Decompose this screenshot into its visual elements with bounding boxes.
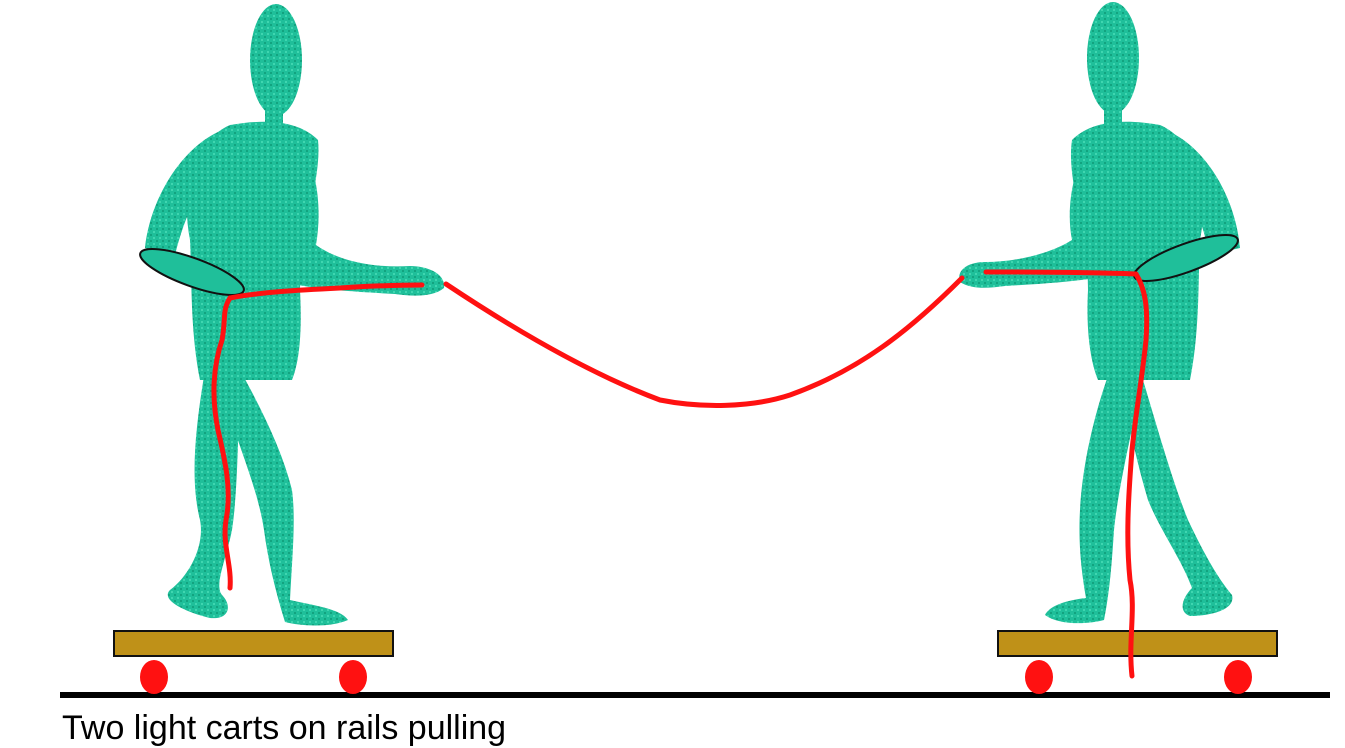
left-person-hand-loop <box>139 248 245 296</box>
diagram-caption: Two light carts on rails pulling <box>62 709 507 747</box>
right-person <box>959 2 1240 624</box>
ground-rail <box>60 692 1330 698</box>
left-person-front-arm <box>279 140 445 296</box>
right-cart <box>997 630 1278 694</box>
left-cart-wheel-front <box>140 660 168 694</box>
right-person-head <box>1087 2 1139 114</box>
left-person-front-leg <box>228 370 348 626</box>
left-person-back-arm <box>145 132 230 255</box>
tug-of-war-diagram <box>60 2 1330 698</box>
left-person-back-leg <box>167 370 240 619</box>
rope <box>211 269 1150 679</box>
right-person-hand-loop <box>1133 234 1239 282</box>
left-cart-board <box>113 630 394 657</box>
rope-right-hand-segment <box>983 269 1139 277</box>
rope-left-hand-segment <box>227 282 425 301</box>
rope-left-tail <box>211 295 233 591</box>
rope-right-tail <box>1125 271 1150 679</box>
left-person-head <box>250 4 302 116</box>
right-person-back-leg <box>1120 370 1233 616</box>
right-person-front-arm <box>959 140 1112 288</box>
right-cart-board <box>997 630 1278 657</box>
left-person-torso <box>186 121 319 380</box>
rope-middle-sag <box>443 275 965 408</box>
left-person <box>139 4 445 626</box>
right-person-front-leg <box>1045 370 1140 624</box>
right-cart-wheel-front <box>1025 660 1053 694</box>
right-person-back-arm <box>1160 132 1240 255</box>
right-cart-wheel-back <box>1224 660 1252 694</box>
left-cart-wheel-back <box>339 660 367 694</box>
left-cart <box>113 630 394 694</box>
